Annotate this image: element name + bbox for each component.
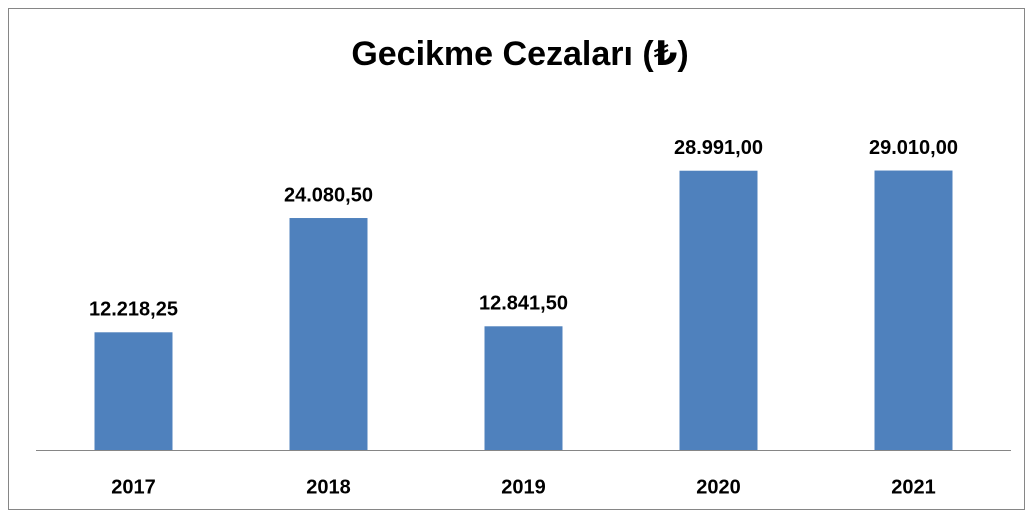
data-label: 28.991,00 xyxy=(674,137,763,159)
data-label: 12.841,50 xyxy=(479,293,568,315)
bar xyxy=(289,218,368,450)
chart-title: Gecikme Cezaları (₺) xyxy=(351,35,688,73)
x-tick-label: 2017 xyxy=(111,476,156,498)
bar xyxy=(484,326,563,450)
x-tick-label: 2020 xyxy=(696,476,741,498)
data-label: 29.010,00 xyxy=(869,137,958,159)
x-tick-label: 2018 xyxy=(306,476,351,498)
x-tick-label: 2021 xyxy=(891,476,936,498)
bar xyxy=(679,170,758,450)
data-label: 24.080,50 xyxy=(284,184,373,206)
data-label: 12.218,25 xyxy=(89,299,178,321)
bar xyxy=(94,332,173,450)
bar xyxy=(874,170,953,451)
x-tick-label: 2019 xyxy=(501,476,546,498)
